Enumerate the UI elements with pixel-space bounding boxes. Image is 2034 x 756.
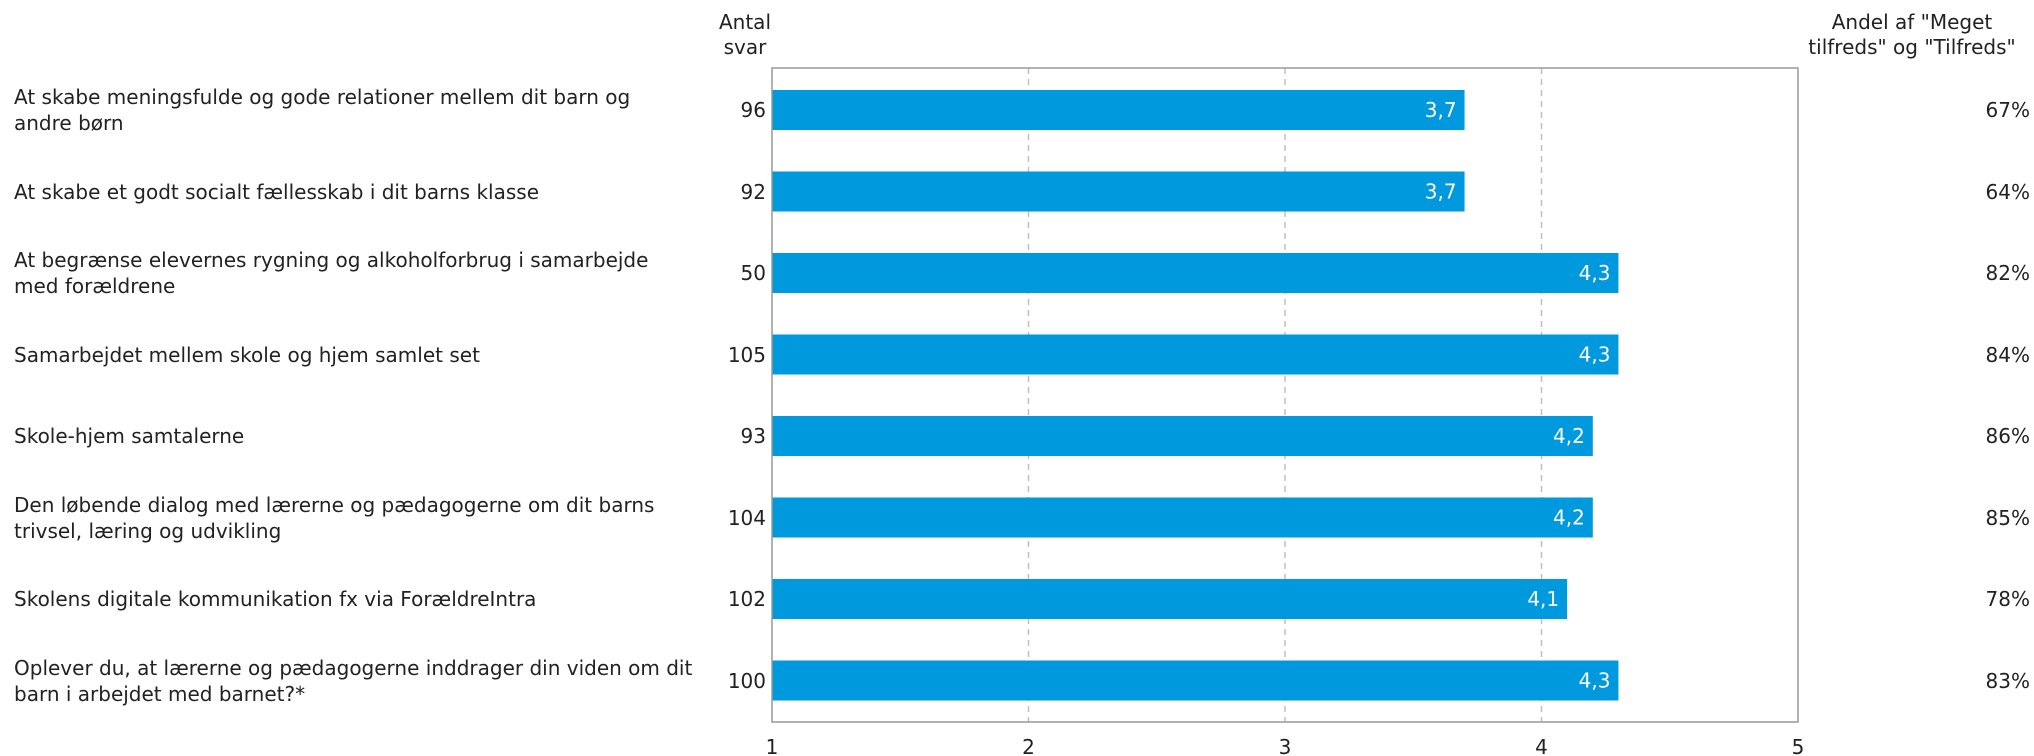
bar [772, 497, 1593, 538]
satisfied-share: 82% [1985, 261, 2030, 285]
bar-value-label: 4,3 [1579, 669, 1611, 693]
bar [772, 660, 1619, 701]
question-row: Oplever du, at lærerne og pædagogerne in… [0, 641, 2034, 721]
bar-value-label: 3,7 [1425, 180, 1457, 204]
question-row: Skolens digitale kommunikation fx via Fo… [0, 559, 2034, 639]
question-label: At skabe et godt socialt fællesskab i di… [14, 179, 539, 204]
question-label: Den løbende dialog med lærerne og pædago… [14, 492, 655, 543]
satisfied-share: 85% [1985, 505, 2030, 530]
x-tick-label: 5 [1792, 735, 1805, 756]
x-tick-label: 4 [1535, 735, 1548, 756]
bar [772, 579, 1568, 619]
question-label: Skole-hjem samtalerne [14, 424, 245, 448]
bar-value-label: 4,1 [1527, 587, 1559, 611]
question-row: At begrænse elevernes rygning og alkohol… [0, 233, 2034, 313]
bar-value-label: 4,3 [1579, 261, 1611, 285]
plot-frame [771, 67, 1799, 723]
satisfied-share: 78% [1985, 587, 2030, 611]
response-count: 104 [727, 505, 766, 530]
question-label: Oplever du, at lærerne og pædagogerne in… [14, 655, 693, 706]
bar-value-label: 4,3 [1579, 343, 1611, 367]
satisfied-share: 84% [1985, 342, 2030, 367]
question-row: Samarbejdet mellem skole og hjem samlet … [0, 315, 2034, 395]
satisfied-share: 83% [1985, 668, 2030, 693]
bar [772, 90, 1465, 130]
question-row: Skole-hjem samtalerne 93 86% [0, 396, 2034, 476]
question-label: At skabe meningsfulde og gode relationer… [14, 85, 631, 135]
question-row: At skabe meningsfulde og gode relationer… [0, 70, 2034, 150]
response-count: 93 [740, 424, 766, 448]
question-row: At skabe et godt socialt fællesskab i di… [0, 152, 2034, 232]
question-row: Den løbende dialog med lærerne og pædago… [0, 478, 2034, 558]
count-column-header: Antal svar [700, 10, 790, 60]
response-count: 102 [727, 587, 766, 611]
satisfied-share: 67% [1985, 98, 2030, 122]
bar-value-label: 4,2 [1553, 424, 1585, 448]
question-label: Skolens digitale kommunikation fx via Fo… [14, 587, 537, 611]
response-count: 50 [740, 261, 766, 285]
x-tick-label: 3 [1279, 735, 1292, 756]
satisfied-share: 86% [1985, 424, 2030, 448]
response-count: 96 [740, 98, 766, 122]
count-header-line2: svar [723, 35, 767, 59]
bar [772, 253, 1619, 293]
response-count: 100 [727, 668, 766, 693]
count-header-line1: Antal [718, 10, 771, 34]
question-label: At begrænse elevernes rygning og alkohol… [14, 248, 649, 298]
bar-value-label: 4,2 [1553, 506, 1585, 530]
bar [772, 416, 1593, 456]
bar [772, 334, 1619, 375]
bar [772, 171, 1465, 212]
question-label: Samarbejdet mellem skole og hjem samlet … [14, 342, 480, 367]
share-header-line2: tilfreds" og "Tilfreds" [1808, 35, 2016, 59]
response-count: 105 [727, 342, 766, 367]
response-count: 92 [740, 179, 766, 204]
x-tick-label: 1 [766, 735, 779, 756]
x-tick-label: 2 [1022, 735, 1035, 756]
bar-value-label: 3,7 [1425, 98, 1457, 122]
share-header-line1: Andel af "Meget [1831, 10, 1993, 34]
share-column-header: Andel af "Meget tilfreds" og "Tilfreds" [1790, 10, 2034, 60]
satisfied-share: 64% [1985, 179, 2030, 204]
